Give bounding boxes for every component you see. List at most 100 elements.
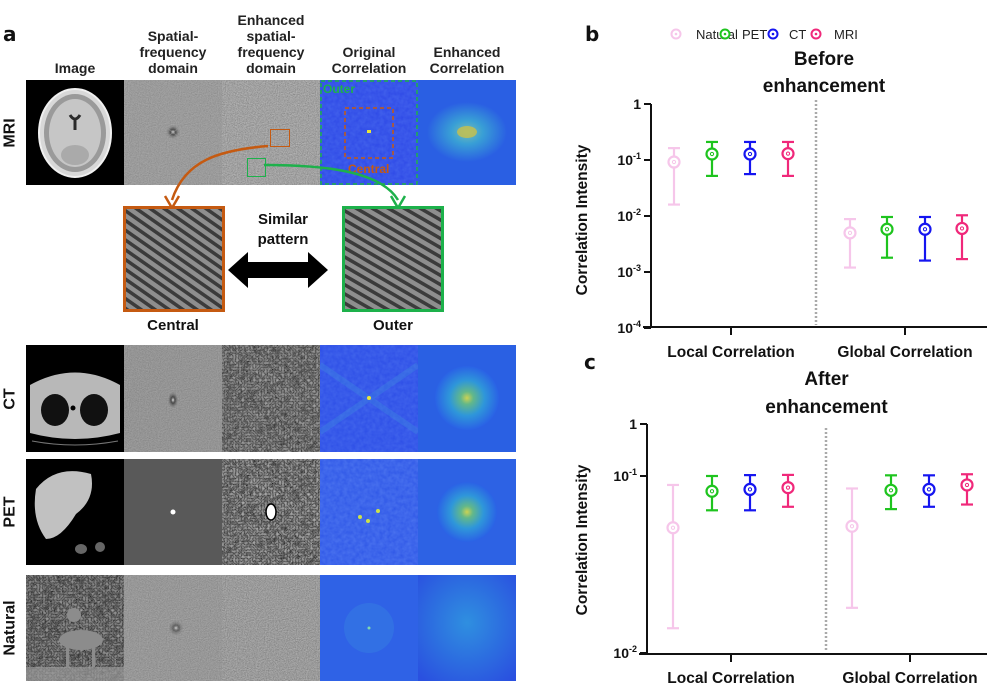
column-header-original-correlation: Original Correlation — [320, 0, 418, 78]
chart-title-line: enhancement — [765, 397, 888, 418]
data-point-inner — [884, 227, 890, 232]
data-point-pet — [705, 147, 719, 161]
x-category-label: Local Correlation — [667, 344, 794, 361]
pet-original-correlation — [320, 459, 418, 565]
similar-pattern-text: Similar pattern — [257, 211, 309, 248]
legend-label-ct: CT — [789, 27, 806, 42]
y-tick-label: 1 — [629, 416, 637, 432]
data-point-inner — [888, 488, 894, 493]
legend-label-pet: PET — [742, 27, 767, 42]
column-header-spatial-frequency: Spatial- frequency domain — [124, 0, 222, 78]
double-arrow-icon — [228, 252, 328, 288]
data-point-pet — [880, 222, 894, 236]
data-point-ct — [918, 222, 932, 236]
panel-a-letter: a — [3, 22, 17, 46]
mri-spatial-frequency — [124, 80, 222, 185]
data-point-natural — [666, 521, 680, 535]
natural-original-correlation — [320, 575, 418, 681]
y-tick-label: 10-2 — [617, 207, 641, 224]
x-category-label: Global Correlation — [842, 670, 977, 686]
column-header-text: Original Correlation — [331, 44, 407, 76]
data-point-inner — [964, 482, 970, 488]
data-point-ct — [743, 147, 757, 161]
data-point-mri — [781, 480, 795, 495]
central-region-label: Central — [348, 162, 390, 176]
data-point-pet — [884, 483, 898, 497]
y-tick-label: 10-1 — [617, 151, 641, 168]
legend-marker-dot — [674, 32, 678, 36]
outer-region-label: Outer — [323, 82, 356, 96]
natural-enhanced-spatial-frequency — [222, 575, 320, 681]
column-header-enhanced-correlation: Enhanced Correlation — [418, 0, 516, 78]
y-axis-label: Correlation Intensity — [574, 464, 591, 615]
chart-title-line: Before — [794, 49, 854, 70]
y-tick-label: 1 — [633, 96, 641, 112]
column-header-image: Image — [26, 0, 124, 78]
row-label-natural: Natural — [0, 575, 22, 681]
data-point-inner — [785, 485, 791, 490]
chart-title-line: enhancement — [763, 76, 886, 97]
central-region-box — [270, 129, 290, 147]
legend-label-natural: Natural — [696, 27, 738, 42]
y-axis-label: Correlation Intensity — [574, 144, 591, 295]
pet-spatial-frequency — [124, 459, 222, 565]
row-label-text: CT — [1, 387, 19, 410]
ct-enhanced-correlation — [418, 345, 516, 452]
mri-original-correlation — [320, 80, 418, 185]
data-point-ct — [922, 482, 936, 497]
central-zoom-inset — [123, 206, 225, 312]
pet-enhanced-correlation — [418, 459, 516, 565]
natural-spatial-frequency — [124, 575, 222, 681]
mri-image — [26, 80, 124, 185]
outer-inset-label: Outer — [372, 317, 413, 334]
column-header-text: Enhanced Correlation — [429, 44, 505, 76]
charts-svg: Before enhancement 1 10-1 10-2 10-3 10-4 Local … — [574, 27, 987, 686]
data-point-inner — [671, 159, 677, 165]
data-point-inner — [747, 487, 753, 492]
data-point-inner — [747, 151, 753, 157]
data-point-inner — [847, 230, 853, 235]
ct-original-correlation — [320, 345, 418, 452]
y-tick-label: 10-1 — [613, 467, 637, 484]
outer-zoom-inset — [342, 206, 444, 312]
data-point-mri — [955, 221, 969, 236]
ct-spatial-frequency — [124, 345, 222, 452]
mri-enhanced-spatial-frequency — [222, 80, 320, 185]
data-point-natural — [843, 226, 857, 240]
panel-b-letter: b — [585, 22, 600, 46]
legend-label-mri: MRI — [834, 27, 858, 42]
data-point-inner — [849, 524, 855, 529]
ct-image — [26, 345, 124, 452]
data-point-inner — [709, 151, 715, 157]
legend-marker-dot — [814, 32, 818, 36]
chart-title-line: After — [804, 369, 849, 390]
connector-arrows — [163, 144, 407, 211]
data-point-pet — [705, 484, 719, 498]
natural-enhanced-correlation — [418, 575, 516, 681]
y-tick-label: 10-2 — [613, 644, 637, 661]
panel-c-letter: c — [584, 350, 596, 374]
data-point-inner — [709, 489, 715, 494]
data-point-inner — [670, 525, 676, 530]
natural-image — [26, 575, 124, 681]
central-arrow — [170, 144, 269, 201]
data-point-inner — [926, 487, 932, 492]
outer-arrow — [263, 163, 400, 201]
row-label-text: PET — [2, 496, 19, 528]
ct-enhanced-spatial-frequency — [222, 345, 320, 452]
pet-image — [26, 459, 124, 565]
legend-marker-dot — [771, 32, 775, 36]
data-point-natural — [667, 155, 681, 169]
column-header-enhanced-spatial-frequency: Enhanced spatial- frequency domain — [222, 0, 320, 78]
row-label-text: Natural — [2, 600, 19, 656]
column-header-text: Image — [54, 60, 96, 76]
y-tick-label: 10-3 — [617, 263, 641, 280]
data-point-ct — [743, 482, 757, 497]
data-point-mri — [960, 478, 974, 492]
column-header-text: Enhanced spatial- frequency domain — [237, 12, 305, 76]
column-header-text: Spatial- frequency domain — [139, 28, 207, 76]
central-inset-label: Central — [147, 317, 199, 334]
y-tick-label: 10-4 — [617, 319, 641, 336]
data-point-natural — [845, 519, 859, 533]
x-category-label: Global Correlation — [837, 344, 972, 361]
